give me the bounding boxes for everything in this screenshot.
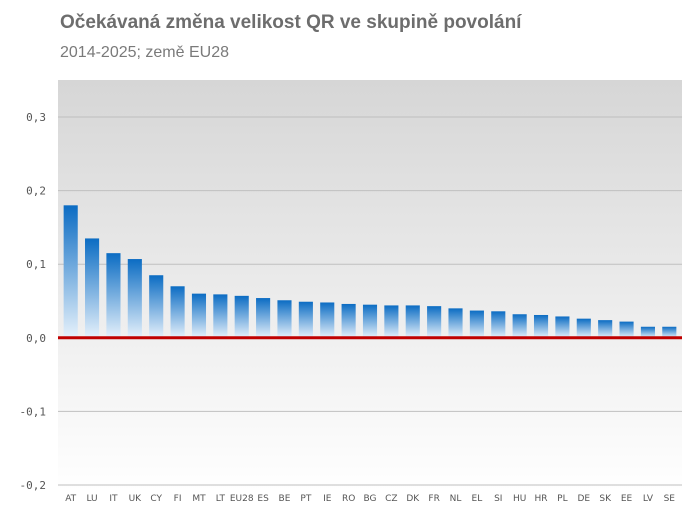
x-tick-label: AT (65, 494, 76, 504)
bar-ro (341, 303, 356, 338)
x-tick-label: DE (577, 494, 590, 504)
bar-at (63, 205, 78, 338)
x-tick-label: LV (643, 494, 654, 504)
y-tick-label: -0,1 (20, 405, 47, 418)
bar-pl (555, 316, 570, 338)
bar-lv (640, 326, 655, 338)
bar-ee (619, 321, 634, 338)
x-tick-label: HU (513, 494, 526, 504)
bar-it (106, 253, 121, 338)
gridlines (58, 116, 682, 486)
x-tick-label: PT (300, 494, 311, 504)
bar-nl (448, 308, 463, 338)
bar-hu (512, 314, 527, 338)
x-tick-label: SE (664, 494, 676, 504)
x-tick-label: IT (109, 494, 118, 504)
y-tick-label: 0,1 (26, 258, 46, 271)
bar-be (277, 300, 292, 338)
x-tick-label: EL (472, 494, 483, 504)
bar-de (576, 318, 591, 338)
y-tick-label: -0,2 (20, 479, 47, 492)
x-tick-label: EE (621, 494, 633, 504)
y-axis-ticks: 0,3 0,2 0,1 0,0 -0,1 -0,2 (20, 111, 47, 492)
bar-hr (533, 314, 549, 338)
x-tick-label: FR (428, 494, 439, 504)
x-tick-label: CZ (385, 494, 397, 504)
x-tick-label: UK (129, 494, 143, 504)
x-tick-label: CY (150, 494, 162, 504)
bar-uk (127, 259, 142, 338)
bar-bg (362, 304, 378, 338)
bar-es (256, 298, 271, 338)
bar-series (63, 205, 677, 338)
x-tick-label: SI (494, 494, 502, 504)
x-tick-label: RO (342, 494, 355, 504)
x-tick-label: DK (406, 494, 420, 504)
x-tick-label: SK (599, 494, 612, 504)
bar-cy (149, 275, 164, 338)
bar-pt (298, 301, 313, 338)
bar-lu (85, 238, 100, 338)
bar-cz (384, 305, 399, 338)
y-tick-label: 0,2 (26, 185, 46, 198)
bar-se (662, 326, 677, 338)
bar-fi (170, 286, 185, 338)
x-tick-label: FI (174, 494, 182, 504)
bar-sk (598, 320, 613, 338)
bar-mt (191, 293, 207, 338)
chart-title: Očekávaná změna velikost QR ve skupině p… (60, 12, 522, 33)
x-axis-ticks: AT LU IT UK CY FI MT LT EU28 ES BE PT IE RO BG CZ DK FR NL… (65, 494, 675, 504)
y-tick-label: 0,3 (26, 111, 46, 124)
chart-subtitle: 2014-2025; země EU28 (60, 44, 229, 61)
x-tick-label: LT (216, 494, 226, 504)
x-tick-label: NL (450, 494, 462, 504)
bar-eu28 (234, 295, 249, 338)
x-tick-label: LU (86, 494, 97, 504)
x-tick-label: ES (257, 494, 269, 504)
bar-dk (405, 305, 420, 338)
x-tick-label: PL (557, 494, 567, 504)
bar-ie (320, 302, 335, 338)
x-tick-label: IE (323, 494, 332, 504)
x-tick-label: EU28 (230, 494, 254, 504)
bar-lt (213, 294, 228, 338)
bar-el (469, 310, 484, 338)
bar-fr (427, 306, 442, 338)
x-tick-label: MT (192, 494, 206, 504)
bar-si (491, 311, 506, 338)
x-tick-label: HR (535, 494, 548, 504)
y-tick-label: 0,0 (26, 332, 46, 345)
x-tick-label: BG (364, 494, 377, 504)
x-tick-label: BE (279, 494, 291, 504)
